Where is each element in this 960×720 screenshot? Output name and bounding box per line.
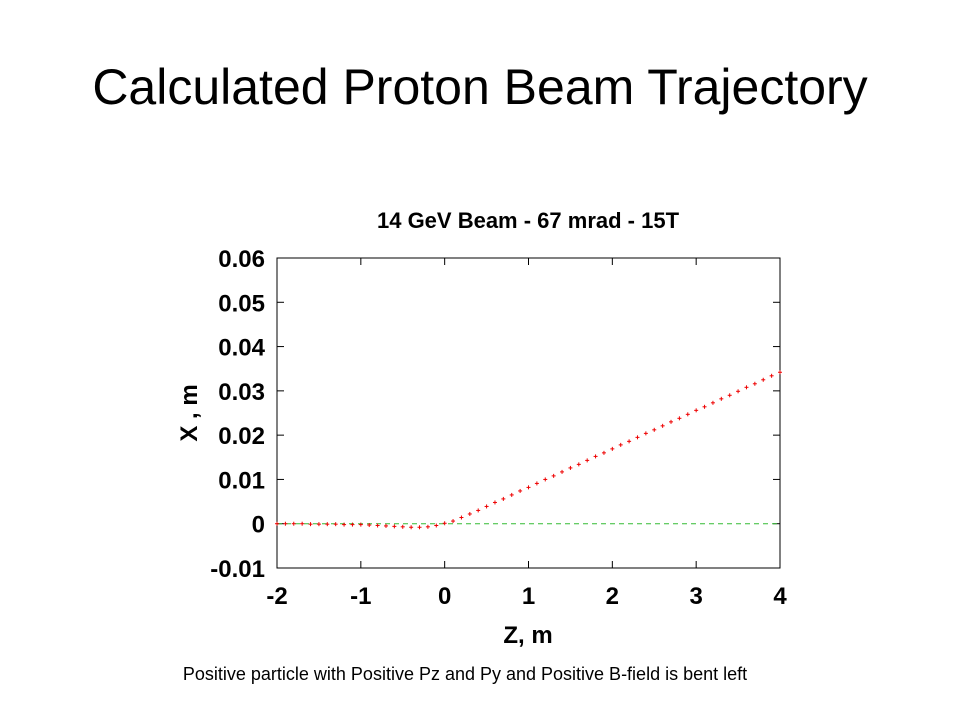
y-tick-label: -0.01 xyxy=(210,556,265,583)
data-point xyxy=(727,393,732,398)
x-tick-label: 0 xyxy=(438,583,451,610)
data-point xyxy=(778,370,782,375)
data-point xyxy=(275,521,279,526)
data-point xyxy=(484,504,489,509)
slide-title: Calculated Proton Beam Trajectory xyxy=(92,59,868,115)
data-point xyxy=(719,396,724,401)
chart-title: 14 GeV Beam - 67 mrad - 15T xyxy=(377,208,680,233)
data-point xyxy=(585,458,590,463)
data-point xyxy=(752,381,757,386)
data-point xyxy=(325,522,330,527)
data-point xyxy=(383,523,388,528)
trajectory-series xyxy=(275,370,782,530)
data-point xyxy=(568,465,573,470)
data-point xyxy=(442,521,447,526)
data-point xyxy=(627,439,632,444)
data-point xyxy=(660,423,665,428)
y-tick-label: 0.04 xyxy=(218,335,265,362)
data-point xyxy=(702,404,707,409)
data-point xyxy=(350,522,355,527)
data-point xyxy=(652,427,657,432)
data-point xyxy=(526,485,531,490)
data-point xyxy=(492,500,497,505)
data-point xyxy=(769,373,774,378)
slide-caption: Positive particle with Positive Pz and P… xyxy=(182,664,748,684)
data-point xyxy=(434,523,439,528)
x-tick-label: 2 xyxy=(606,583,619,610)
data-point xyxy=(316,522,321,527)
data-point xyxy=(685,412,690,417)
data-point xyxy=(618,442,623,447)
data-point xyxy=(736,389,741,394)
data-point xyxy=(367,523,372,528)
plot-frame xyxy=(276,257,781,569)
data-point xyxy=(459,515,464,520)
data-point xyxy=(501,496,506,501)
data-point xyxy=(551,473,556,478)
data-point xyxy=(417,525,422,530)
data-point xyxy=(509,492,514,497)
data-point xyxy=(610,446,615,451)
x-tick-label: 3 xyxy=(689,583,702,610)
data-point xyxy=(358,522,363,527)
x-axis-label: Z, m xyxy=(503,622,552,649)
data-point xyxy=(409,525,414,530)
data-point xyxy=(576,462,581,467)
data-point xyxy=(392,524,397,529)
y-tick-label: 0.03 xyxy=(218,379,265,406)
data-point xyxy=(669,419,674,424)
x-tick-label: -2 xyxy=(266,583,287,610)
y-tick-labels: -0.01 0 0.01 0.02 0.03 0.04 0.05 0.06 xyxy=(210,246,265,583)
x-tick-label: 1 xyxy=(522,583,535,610)
data-point xyxy=(291,521,296,526)
data-point xyxy=(635,435,640,440)
data-point xyxy=(400,524,405,529)
data-point xyxy=(342,522,347,527)
data-point xyxy=(283,521,288,526)
y-tick-label: 0 xyxy=(252,512,265,539)
data-point xyxy=(543,477,548,482)
data-point xyxy=(518,488,523,493)
y-axis-label: X , m xyxy=(176,384,203,441)
data-point xyxy=(534,481,539,486)
data-point xyxy=(375,523,380,528)
data-point xyxy=(300,521,305,526)
y-tick-label: 0.01 xyxy=(218,467,265,494)
data-point xyxy=(451,519,456,524)
data-point xyxy=(467,511,472,516)
data-point xyxy=(643,431,648,436)
data-point xyxy=(761,377,766,382)
data-point xyxy=(425,524,430,529)
data-point xyxy=(308,522,313,527)
data-point xyxy=(744,385,749,390)
data-point xyxy=(710,400,715,405)
data-point xyxy=(560,469,565,474)
data-point xyxy=(476,508,481,513)
data-point xyxy=(593,454,598,459)
x-tick-label: 4 xyxy=(773,583,787,610)
y-tick-label: 0.02 xyxy=(218,423,265,450)
y-tick-label: 0.05 xyxy=(218,290,265,317)
data-point xyxy=(601,450,606,455)
data-point xyxy=(333,522,338,527)
x-tick-label: -1 xyxy=(350,583,371,610)
y-tick-label: 0.06 xyxy=(218,246,265,273)
x-tick-labels: -2 -1 0 1 2 3 4 xyxy=(266,583,787,610)
data-point xyxy=(694,408,699,413)
data-point xyxy=(677,416,682,421)
axis-ticks xyxy=(276,257,781,569)
